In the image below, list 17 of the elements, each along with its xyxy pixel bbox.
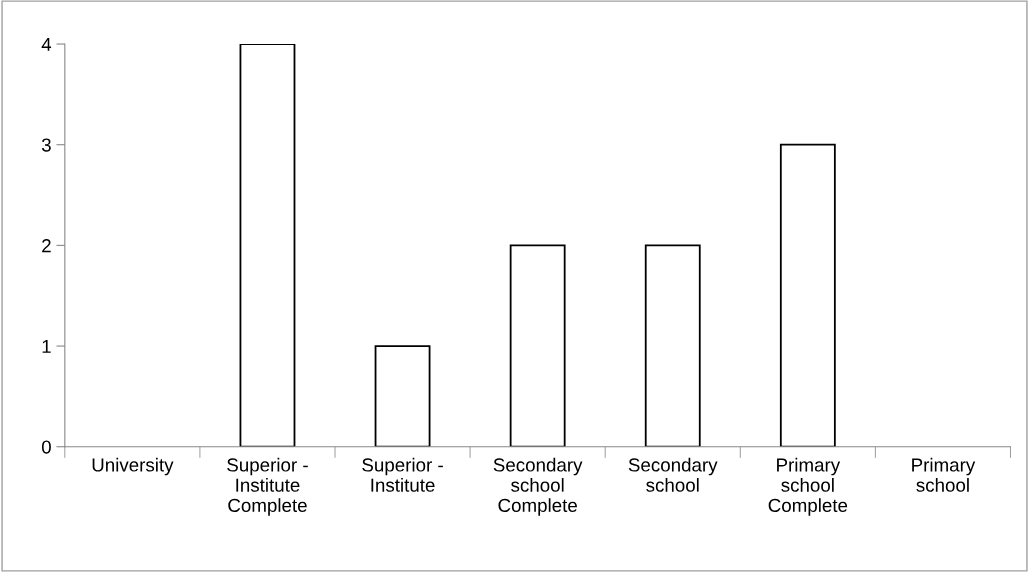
x-tick-label: Superior - Institute Complete — [227, 457, 308, 516]
y-tick-label: 3 — [41, 138, 51, 152]
y-tick-label: 0 — [41, 440, 51, 454]
y-tick-label: 4 — [41, 37, 52, 51]
x-tick-label: Secondary school — [628, 457, 718, 492]
bar — [509, 244, 566, 447]
x-tick-label: Superior - Institute — [362, 457, 443, 492]
y-tick-label: 2 — [42, 239, 51, 253]
x-tick-label: Primary school Complete — [768, 457, 848, 516]
bar — [644, 244, 701, 447]
x-tick-label: University — [92, 457, 174, 476]
bar — [239, 44, 296, 447]
x-tick-label: Secondary school Complete — [493, 457, 583, 516]
bar — [374, 345, 431, 447]
y-tick-label: 1 — [42, 339, 51, 353]
bar — [779, 143, 836, 447]
x-tick-label: Primary school — [912, 457, 976, 492]
